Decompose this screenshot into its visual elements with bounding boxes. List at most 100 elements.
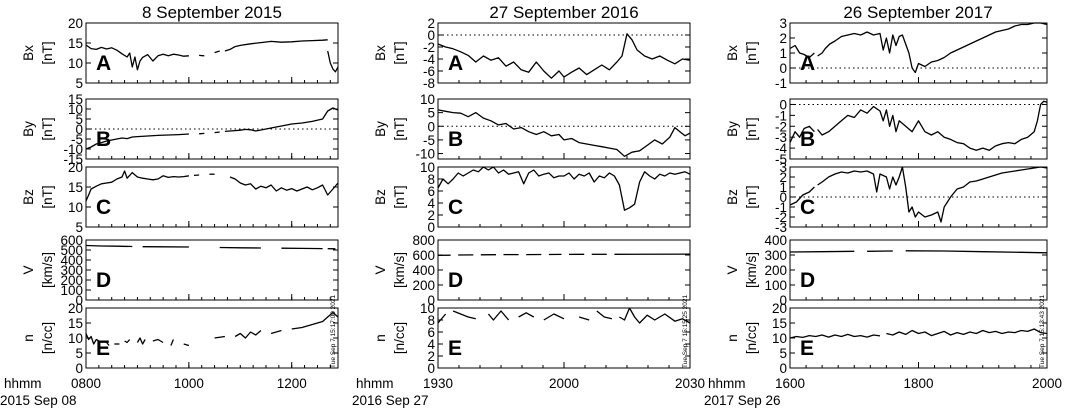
y-axis-unit: [km/s] (744, 252, 759, 288)
series-line-v-segment-1 (789, 250, 855, 253)
y-tick-label: 6 (427, 325, 435, 340)
y-tick-label: 10 (68, 56, 83, 71)
panel-letter: B (96, 128, 111, 151)
x-tick-label: 0800 (71, 376, 101, 391)
y-tick-label: -5 (775, 152, 787, 167)
x-tick-label: 2030 (675, 376, 705, 391)
y-tick-label: -1 (775, 76, 787, 91)
series-line-n-segment-3 (487, 310, 510, 321)
series-line-n-segment-1 (85, 333, 100, 345)
y-tick-label: 8 (427, 313, 435, 328)
y-axis-unit: [nT] (744, 117, 759, 140)
y-axis-label: Bz (725, 189, 740, 205)
series-line-bz-segment-1 (437, 166, 691, 211)
series-line-n-segment-9 (214, 335, 225, 339)
y-axis-label: By (21, 121, 36, 137)
y-tick-label: 5 (75, 112, 83, 127)
series-line-by-segment-3 (214, 131, 220, 134)
y-axis-label: n (21, 334, 36, 342)
series-line-by-segment-4 (224, 107, 339, 133)
y-tick-label: 100 (764, 278, 787, 293)
series-line-by-segment-1 (789, 125, 815, 143)
date-label: 2017 Sep 26 (704, 393, 781, 408)
series-line-n-segment-4 (124, 339, 131, 344)
chart-title: 8 September 2015 (142, 3, 282, 22)
series-line-by-segment-1 (437, 109, 691, 157)
y-tick-label: 400 (60, 253, 83, 268)
y-axis-label: V (373, 265, 388, 274)
y-tick-label: -1 (775, 108, 787, 123)
y-tick-label: 0 (75, 361, 83, 376)
y-tick-label: 600 (60, 233, 83, 248)
series-line-bz-segment-4 (229, 176, 339, 196)
y-axis-unit: [nT] (40, 185, 55, 208)
x-tick-label: 1930 (423, 376, 453, 391)
series-line-n-segment-10 (234, 330, 262, 339)
y-tick-label: 300 (60, 263, 83, 278)
panel-letter: E (800, 337, 814, 360)
generation-stamp: Tue Sep 7 15:17:00 2021 (330, 294, 337, 368)
panel-letter: D (800, 269, 815, 292)
y-tick-label: -10 (415, 147, 435, 162)
y-axis-unit: [nT] (40, 41, 55, 64)
y-axis-unit: [nT] (744, 185, 759, 208)
y-axis-unit: [nT] (744, 41, 759, 64)
y-axis-unit: [nT] (392, 117, 407, 140)
y-tick-label: 20 (68, 301, 83, 316)
y-tick-label: 5 (427, 106, 435, 121)
series-line-n-segment-6 (152, 338, 164, 344)
x-tick-label: 1200 (277, 376, 307, 391)
y-tick-label: 6 (427, 184, 435, 199)
panel-c: 20 15 10 5 Bz [nT] C (21, 160, 339, 235)
x-axis-label: hhmm (708, 376, 746, 391)
y-axis-label: n (725, 334, 740, 342)
panel-frame (789, 307, 1048, 369)
y-axis-unit: [nT] (392, 185, 407, 208)
y-tick-label: 15 (68, 316, 83, 331)
y-tick-label: -6 (423, 64, 435, 79)
panel-letter: E (448, 337, 462, 360)
series-line-bx-segment-1 (437, 33, 691, 79)
y-tick-label: -10 (63, 142, 83, 157)
series-line-n-segment-11 (270, 329, 282, 335)
y-tick-label: 0 (427, 119, 435, 134)
series-line-n-segment-7 (170, 339, 174, 346)
y-axis-unit: [nT] (40, 117, 55, 140)
series-line-bx-segment-3 (214, 50, 220, 54)
panel-letter: A (800, 52, 815, 75)
series-line-bx-segment-1 (789, 44, 815, 59)
x-tick-label: 2000 (1032, 376, 1062, 391)
panel-letter: D (448, 269, 463, 292)
series-line-v-segment-1 (85, 244, 133, 248)
y-tick-label: 15 (68, 36, 83, 51)
y-tick-label: 200 (764, 263, 787, 278)
x-tick-label: 1600 (775, 376, 805, 391)
y-tick-label: 2 (427, 349, 435, 364)
panel-letter: A (96, 52, 111, 75)
y-axis-unit: [n/cc] (40, 322, 55, 354)
panel-frame (85, 166, 339, 228)
y-axis-unit: [n/cc] (744, 322, 759, 354)
x-tick-label: 1800 (903, 376, 933, 391)
y-tick-label: -3 (775, 220, 787, 235)
y-tick-label: 0 (75, 293, 83, 308)
y-tick-label: 0 (779, 61, 787, 76)
series-line-bz-segment-1 (789, 186, 815, 206)
series-line-bz-segment-1 (85, 170, 189, 202)
panel-a: 20-2-4-6-8 Bx [nT] A (373, 16, 691, 91)
y-tick-label: -5 (71, 132, 83, 147)
y-axis-label: Bx (373, 45, 388, 61)
series-line-n-segment-5 (136, 337, 146, 345)
y-axis-label: V (725, 265, 740, 274)
y-tick-label: 5 (75, 220, 83, 235)
